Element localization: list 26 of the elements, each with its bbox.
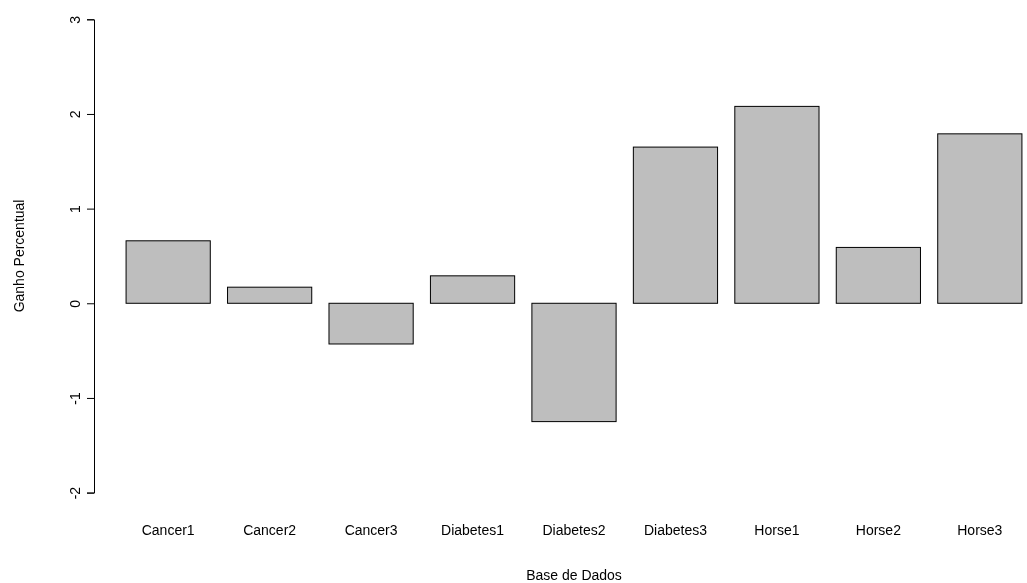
bar [632, 146, 719, 304]
bar [937, 133, 1023, 304]
y-axis-title: Ganho Percentual [11, 199, 27, 313]
y-tick-label: 0 [67, 299, 83, 308]
y-tick-label: 2 [67, 110, 83, 119]
y-tick-label: 1 [67, 205, 83, 214]
x-tick-label: Horse3 [957, 522, 1003, 538]
bar [531, 302, 617, 423]
bar [429, 275, 516, 304]
y-tick-label: 3 [67, 15, 83, 24]
y-tick-label: -1 [67, 392, 83, 405]
x-tick-label: Cancer1 [141, 522, 195, 538]
bar [125, 240, 211, 304]
bar [835, 246, 921, 304]
x-tick-label: Cancer3 [344, 522, 398, 538]
bar [734, 105, 820, 304]
x-tick-label: Horse1 [754, 522, 800, 538]
y-tick-label: -2 [67, 486, 83, 500]
bar [328, 302, 414, 345]
x-tick-label: Diabetes3 [643, 522, 708, 538]
x-tick-label: Cancer2 [243, 522, 297, 538]
x-tick-label: Diabetes2 [542, 522, 606, 538]
x-tick-label: Diabetes1 [441, 522, 505, 538]
x-tick-label: Horse2 [855, 522, 902, 538]
x-axis-title: Base de Dados [526, 567, 622, 583]
bar [227, 286, 313, 304]
